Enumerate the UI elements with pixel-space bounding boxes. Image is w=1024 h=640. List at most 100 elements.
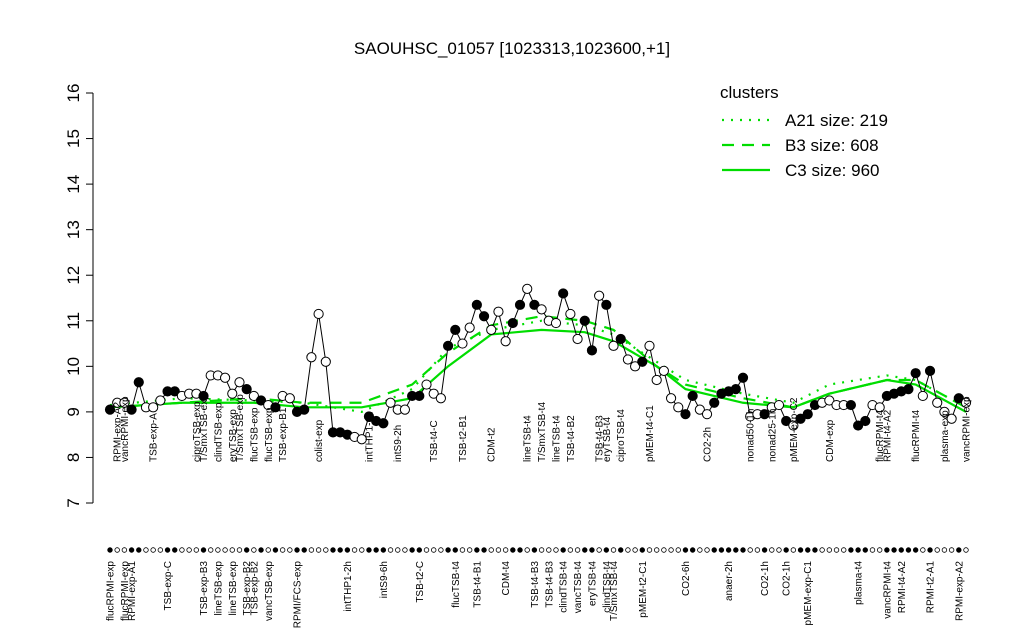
sample-dot (438, 547, 444, 553)
sample-point (514, 299, 526, 310)
sample-point (320, 356, 331, 367)
sample-dot (308, 547, 315, 553)
sample-point (313, 308, 324, 320)
sample-point (709, 397, 720, 408)
sample-dot (208, 547, 214, 553)
sample-dot (402, 547, 408, 553)
sample-dot (841, 547, 847, 553)
x-label-top: lineTSB-t4 (523, 415, 534, 462)
x-label-bottom: flucTSB-t4 (451, 561, 462, 608)
y-tick-label: 9 (64, 407, 83, 416)
x-label-bottom: CO2-6h (681, 561, 692, 596)
sample-dot (797, 547, 804, 553)
sample-point (644, 340, 655, 351)
sample-point (155, 395, 166, 406)
sample-dot (697, 547, 703, 553)
x-label-top: plasma-exp (940, 410, 951, 462)
sample-point (558, 288, 569, 299)
sample-point (637, 356, 648, 367)
sample-point (356, 434, 367, 445)
sample-dot (718, 547, 725, 553)
sample-point (572, 333, 583, 345)
y-tick-label: 16 (64, 84, 83, 103)
sample-dot (157, 547, 164, 553)
sample-point (478, 311, 490, 322)
y-tick-label: 10 (64, 357, 83, 376)
sample-dot (524, 547, 530, 553)
sample-dot (574, 547, 581, 553)
sample-dot (430, 547, 437, 553)
sample-point (255, 395, 267, 406)
sample-dot (625, 547, 631, 553)
x-label-bottom: RPMI-exp-A2 (954, 561, 965, 621)
sample-dot (488, 547, 494, 553)
sample-point (622, 354, 634, 365)
sample-dot (481, 547, 487, 553)
x-label-top: CO2-2h (703, 427, 714, 462)
y-tick-label: 13 (64, 220, 83, 239)
sample-dot (502, 547, 509, 553)
sample-dot (229, 547, 235, 553)
sample-point (435, 393, 446, 404)
sample-dot (531, 547, 538, 553)
sample-dot (128, 547, 135, 553)
x-label-bottom: anaer-2h (724, 561, 735, 601)
x-label-top: nonad25-1h (767, 409, 778, 462)
x-label-top: clindTSB-exp (213, 402, 224, 462)
sample-dot (474, 547, 480, 553)
x-label-top: ciproTSB-exp (192, 401, 203, 462)
sample-dot (733, 547, 739, 553)
sample-point (824, 395, 835, 406)
sample-dot (193, 547, 200, 553)
sample-dot (934, 547, 940, 553)
sample-dot (510, 547, 516, 553)
sample-dot (682, 547, 689, 553)
x-label-bottom: flucRPMI-exp (120, 561, 131, 621)
sample-dot (200, 547, 207, 553)
sample-dot (546, 547, 552, 553)
sample-dot (186, 547, 192, 553)
sample-point (946, 413, 957, 424)
sample-point (802, 409, 813, 420)
sample-dot (179, 547, 185, 553)
y-tick-label: 7 (64, 498, 83, 507)
x-label-bottom: vancTSB-exp (264, 561, 275, 621)
sample-dot (869, 547, 876, 553)
sample-dot (927, 547, 933, 553)
sample-dot (409, 547, 415, 553)
x-label-top: CDM-t2 (487, 427, 498, 462)
x-label-top: flucTSB-exp (264, 407, 275, 462)
x-label-bottom: TSB-exp-C (163, 561, 174, 610)
sample-dot (761, 547, 768, 553)
legend-title: clusters (720, 83, 779, 102)
sample-dot (387, 547, 394, 553)
sample-dot (445, 547, 451, 553)
sample-dot (294, 547, 300, 553)
sample-point (903, 384, 914, 395)
sample-dot (337, 547, 343, 553)
sample-point (464, 322, 475, 333)
sample-point (248, 390, 259, 402)
sample-point (781, 415, 792, 427)
sample-point (860, 415, 871, 427)
sample-dot (258, 547, 264, 553)
sample-point (500, 336, 511, 347)
legend-label: B3 size: 608 (785, 136, 879, 155)
sample-point (845, 399, 857, 411)
sample-dot (330, 547, 336, 553)
sample-dot (301, 547, 307, 553)
sample-dot (920, 547, 926, 553)
sample-dot (359, 547, 365, 553)
sample-dot (351, 547, 358, 553)
sample-dot (610, 547, 617, 553)
x-label-bottom: intTHP1-2h (343, 561, 354, 612)
x-label-top: TSB-t4-C (429, 420, 440, 462)
sample-point (126, 404, 137, 415)
sample-point (378, 418, 389, 429)
x-label-top: colist-exp (314, 419, 325, 462)
x-label-bottom: RPMI/FCS-exp (293, 561, 304, 629)
x-label-top: TSB-exp-A (149, 413, 160, 462)
sample-point (133, 377, 144, 388)
x-label-top: CDM-exp (825, 419, 836, 462)
sample-dot (265, 547, 271, 553)
